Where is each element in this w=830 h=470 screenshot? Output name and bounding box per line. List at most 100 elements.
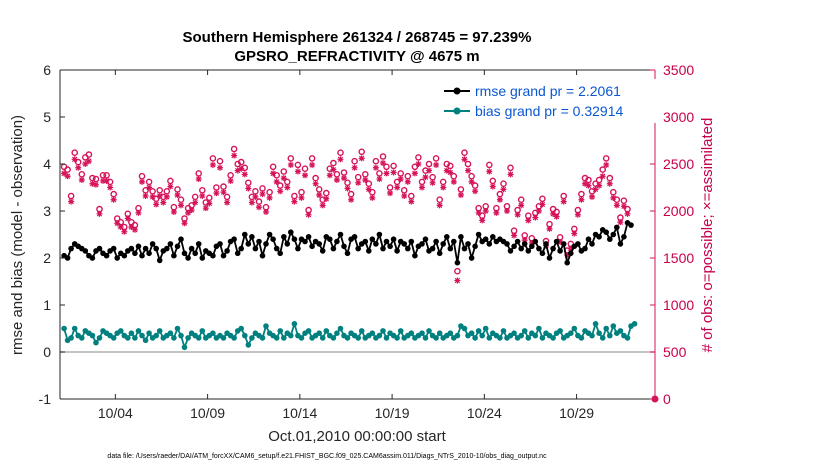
y-axis-right-label: # of obs: o=possible; ×=assimilated	[699, 118, 716, 353]
bias-point	[607, 332, 613, 339]
rmse-point	[447, 245, 454, 252]
assimilated-obs-point	[606, 180, 613, 187]
possible-obs-point	[74, 158, 82, 166]
possible-obs-point	[560, 192, 568, 200]
assimilated-obs-point	[199, 192, 206, 199]
possible-obs-point	[599, 166, 607, 173]
rmse-point	[252, 245, 259, 252]
assimilated-obs-point	[259, 191, 266, 198]
assimilated-obs-point	[514, 211, 521, 218]
rmse-point	[603, 229, 609, 235]
left-tick-label: 2	[43, 250, 51, 266]
bias-point	[380, 328, 386, 334]
assimilated-obs-point	[245, 185, 252, 192]
rmse-point	[199, 255, 206, 261]
bias-point	[596, 330, 602, 337]
rmse-point	[380, 245, 386, 252]
legend-rmse-marker	[453, 87, 461, 95]
rmse-point	[373, 241, 379, 247]
rmse-point	[114, 255, 120, 261]
possible-obs-point	[167, 177, 174, 185]
rmse-point	[135, 243, 142, 250]
bias-point	[461, 325, 468, 332]
bias-point	[281, 335, 287, 341]
bias-point	[288, 332, 294, 339]
possible-obs-point	[177, 196, 185, 203]
assimilated-obs-point	[131, 226, 138, 233]
assimilated-obs-point	[401, 192, 408, 199]
left-tick-label: 5	[43, 109, 51, 125]
possible-obs-point	[404, 172, 412, 180]
possible-obs-point	[213, 184, 220, 191]
assimilated-obs-point	[188, 207, 195, 214]
rmse-point	[174, 243, 181, 250]
bias-point	[330, 335, 337, 341]
bias-point	[142, 337, 149, 344]
rmse-point	[273, 245, 280, 252]
assimilated-obs-point	[146, 184, 153, 191]
assimilated-obs-point	[500, 186, 507, 193]
assimilated-obs-point	[277, 188, 284, 195]
assimilated-obs-point	[525, 217, 532, 224]
rmse-point	[482, 236, 489, 242]
assimilated-obs-point	[596, 182, 603, 189]
rmse-point	[440, 241, 447, 247]
assimilated-obs-point	[82, 161, 89, 167]
bias-point	[557, 328, 563, 334]
assimilated-obs-point	[369, 194, 376, 201]
assimilated-obs-point	[613, 202, 620, 209]
rmse-point	[465, 241, 471, 247]
possible-obs-point	[301, 165, 309, 172]
rmse-point	[195, 241, 202, 247]
bias-point	[525, 335, 532, 341]
assimilated-obs-point	[376, 176, 383, 183]
rmse-point	[405, 245, 411, 252]
bias-point	[468, 330, 475, 337]
assimilated-obs-point	[92, 181, 99, 188]
rmse-point	[539, 250, 546, 257]
possible-obs-point	[330, 159, 337, 167]
rmse-point	[309, 243, 315, 250]
rmse-point	[557, 248, 563, 254]
assimilated-obs-point	[489, 183, 496, 190]
bias-point	[539, 335, 546, 341]
right-tick-label: 3500	[663, 62, 694, 78]
possible-obs-point	[468, 172, 475, 180]
rmse-point	[142, 245, 149, 252]
assimilated-obs-point	[429, 179, 436, 186]
rmse-point	[110, 245, 117, 252]
bias-point	[153, 332, 159, 339]
bias-point	[376, 332, 383, 339]
rmse-point	[614, 224, 620, 231]
possible-obs-point	[351, 157, 358, 165]
bias-point	[167, 330, 174, 337]
assimilated-obs-point	[511, 232, 518, 239]
bias-point	[334, 330, 340, 337]
bias-point	[419, 330, 425, 337]
bias-point	[436, 330, 443, 337]
assimilated-obs-point	[167, 183, 174, 190]
assimilated-obs-point	[408, 198, 415, 205]
assimilated-obs-point	[266, 194, 273, 201]
right-tick-label: 1500	[663, 250, 694, 266]
assimilated-obs-point	[372, 164, 379, 171]
assimilated-obs-point	[149, 193, 156, 200]
data-file-footnote: data file: /Users/raeder/DAI/ATM_forcXX/…	[107, 453, 547, 460]
rmse-point	[153, 245, 159, 252]
rmse-point	[270, 236, 276, 242]
assimilated-obs-point	[603, 161, 610, 168]
x-axis-ticks: 10/04 10/09 10/14 10/19 10/24 10/29	[98, 70, 594, 421]
possible-obs-point	[500, 180, 507, 187]
rmse-point	[238, 245, 244, 252]
assimilated-obs-point	[103, 177, 110, 184]
rmse-point	[178, 236, 184, 242]
bias-point	[355, 335, 362, 341]
possible-obs-point	[439, 178, 447, 186]
rmse-point	[263, 241, 269, 247]
bias-point	[603, 325, 609, 332]
assimilated-obs-point	[436, 202, 443, 209]
possible-obs-point	[110, 190, 117, 198]
possible-obs-point	[291, 192, 298, 200]
assimilated-obs-point	[124, 215, 131, 222]
possible-obs-point	[273, 171, 281, 179]
